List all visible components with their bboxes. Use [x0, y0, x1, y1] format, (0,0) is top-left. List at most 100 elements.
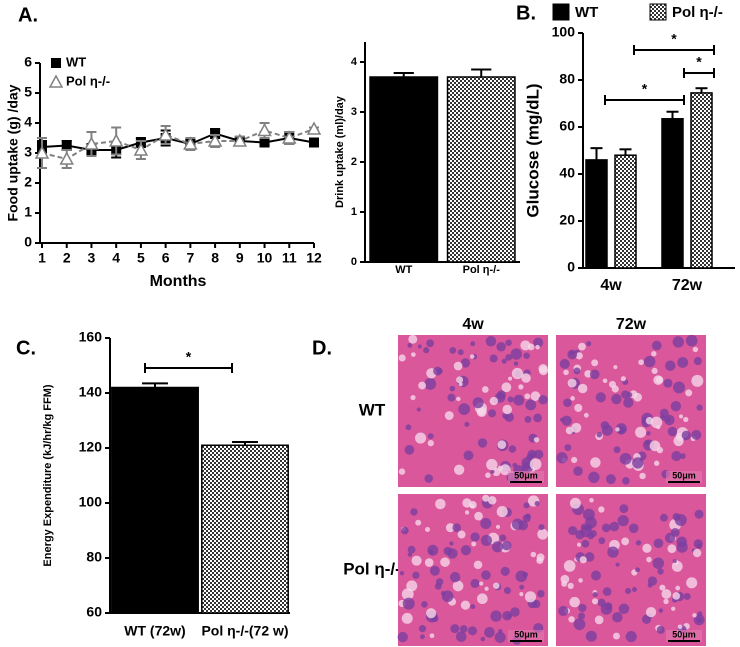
- scale-box: [666, 630, 702, 642]
- cell: [639, 472, 646, 480]
- cell: [596, 431, 603, 438]
- legend-label: Pol η-/-: [66, 73, 110, 88]
- cell: [621, 390, 630, 399]
- cell: [667, 426, 678, 437]
- cell: [670, 527, 680, 537]
- cell: [589, 369, 600, 380]
- cell: [480, 534, 492, 547]
- cell: [401, 612, 413, 624]
- cell: [500, 566, 510, 576]
- cell: [632, 457, 644, 469]
- cell: [535, 344, 540, 350]
- histology-image: 50μm: [397, 494, 549, 646]
- x-axis-title: Months: [150, 273, 207, 290]
- cell: [429, 633, 435, 639]
- cell: [538, 364, 548, 374]
- cell: [635, 540, 642, 546]
- cell: [410, 508, 418, 516]
- cell: [424, 474, 433, 483]
- cell: [480, 636, 486, 642]
- y-axis-title: Food uptake (g) /day: [5, 84, 21, 221]
- cell: [681, 430, 692, 441]
- cell: [424, 526, 431, 533]
- cell: [589, 498, 594, 503]
- cell: [693, 357, 702, 366]
- cell: [671, 606, 676, 611]
- cell: [449, 347, 457, 354]
- y-tick-label: 0: [567, 259, 575, 275]
- cell: [671, 451, 682, 462]
- cell: [672, 558, 677, 564]
- cell: [676, 536, 688, 548]
- cell: [490, 469, 495, 474]
- cell: [569, 596, 580, 608]
- cell: [625, 587, 632, 595]
- bar: [690, 92, 713, 269]
- cell: [680, 453, 686, 459]
- y-tick-label: 3: [24, 144, 32, 160]
- cell: [652, 557, 664, 569]
- cell: [611, 393, 622, 405]
- cell: [645, 440, 651, 446]
- cell: [619, 452, 632, 465]
- x-tick-label: 6: [162, 250, 170, 266]
- marker: [309, 137, 319, 148]
- cell: [621, 537, 630, 546]
- cell: [612, 611, 623, 623]
- cell: [502, 540, 512, 551]
- cell: [693, 539, 703, 549]
- cell: [622, 477, 630, 485]
- cell: [513, 361, 519, 366]
- cell: [571, 422, 582, 433]
- marker: [207, 133, 223, 147]
- marker: [282, 130, 297, 144]
- cell: [613, 446, 621, 454]
- cell: [460, 545, 472, 556]
- cell: [404, 444, 415, 455]
- cell: [558, 605, 569, 617]
- cell: [581, 539, 590, 548]
- cell: [503, 587, 511, 595]
- cell: [658, 608, 664, 613]
- cell: [677, 624, 683, 630]
- error-bar: [619, 148, 632, 156]
- cell: [415, 519, 422, 526]
- cell: [495, 524, 501, 529]
- scale-label: 50μm: [672, 629, 696, 639]
- cell: [653, 538, 664, 549]
- cell: [563, 369, 569, 376]
- x-tick-label: 8: [211, 250, 219, 266]
- cell: [692, 346, 699, 353]
- y-axis-title: Glucose (mg/dL): [523, 83, 542, 217]
- marker: [84, 136, 99, 150]
- cell: [429, 565, 440, 576]
- bar: [661, 118, 684, 269]
- cell: [613, 365, 618, 370]
- cell: [605, 474, 616, 485]
- cell: [608, 380, 617, 388]
- cell: [510, 607, 520, 617]
- cell: [522, 571, 528, 578]
- cell: [570, 396, 575, 401]
- cell: [619, 504, 629, 514]
- marker: [108, 133, 124, 147]
- cell: [496, 506, 508, 518]
- cell: [663, 378, 673, 388]
- cell: [411, 555, 422, 566]
- cell: [591, 570, 602, 581]
- panel-label: D.: [312, 337, 332, 359]
- cell: [399, 570, 405, 576]
- cell: [579, 556, 587, 564]
- row-label: Pol η-/-: [343, 559, 401, 578]
- marker: [34, 145, 50, 159]
- cell: [672, 381, 685, 394]
- cell: [686, 577, 698, 589]
- cell: [488, 496, 497, 505]
- scale-label: 50μm: [672, 470, 696, 480]
- cell: [484, 627, 495, 638]
- cell: [423, 347, 430, 354]
- cell: [564, 444, 572, 452]
- cell: [698, 618, 703, 623]
- marker: [133, 142, 149, 156]
- cell: [651, 367, 658, 374]
